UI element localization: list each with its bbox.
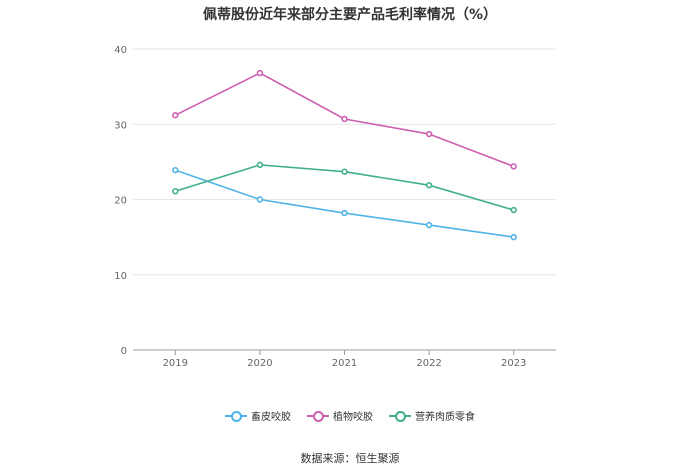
data-point-1-2021[interactable] — [341, 209, 348, 217]
series-line-1 — [175, 169, 514, 238]
legend-swatch-icon — [389, 410, 411, 422]
y-tick-label: 30 — [114, 120, 127, 131]
data-point-3-2020[interactable] — [256, 161, 264, 169]
data-point-1-2023[interactable] — [510, 233, 517, 241]
data-source: 数据来源：恒生聚源 — [300, 452, 400, 465]
y-tick-label: 10 — [114, 271, 127, 282]
x-tick-label-2022: 2022 — [416, 358, 441, 369]
data-point-2-2023[interactable] — [510, 163, 517, 170]
data-point-3-2023[interactable] — [510, 206, 517, 214]
data-point-3-2019[interactable] — [172, 188, 179, 195]
data-point-1-2019[interactable] — [172, 166, 179, 174]
x-tick-label-2023: 2023 — [501, 358, 526, 369]
x-tick-label-2021: 2021 — [332, 358, 357, 369]
grid-layer — [133, 48, 556, 276]
series-layer — [172, 69, 517, 241]
legend-swatch-icon — [307, 410, 329, 422]
chart-title: 佩蒂股份近年来部分主要产品毛利率情况（%） — [202, 7, 498, 23]
data-point-1-2022[interactable] — [425, 221, 433, 229]
legend-item-1[interactable]: 畜皮咬胶 — [225, 408, 291, 423]
data-point-2-2019[interactable] — [172, 112, 179, 119]
data-point-1-2020[interactable] — [256, 196, 264, 203]
legend-label: 畜皮咬胶 — [251, 412, 291, 423]
data-point-3-2022[interactable] — [425, 182, 433, 189]
legend-item-3[interactable]: 营养肉质零食 — [389, 408, 475, 423]
axis-layer: 0 10 20 30 40 2019 2020 2021 2022 2023 — [114, 45, 556, 369]
legend-item-2[interactable]: 植物咬胶 — [307, 408, 373, 423]
x-tick-label-2020: 2020 — [247, 358, 272, 369]
x-tick-label-2019: 2019 — [163, 358, 188, 369]
y-tick-label: 0 — [121, 346, 127, 357]
legend-label: 植物咬胶 — [333, 412, 373, 423]
y-tick-label: 40 — [114, 45, 127, 56]
legend-label: 营养肉质零食 — [415, 412, 475, 423]
y-tick-label: 20 — [114, 196, 127, 207]
data-point-2-2021[interactable] — [341, 115, 348, 123]
legend: 畜皮咬胶 植物咬胶 营养肉质零食 — [0, 408, 700, 423]
data-point-3-2021[interactable] — [341, 168, 348, 175]
data-point-2-2020[interactable] — [256, 69, 264, 77]
data-point-2-2022[interactable] — [425, 130, 433, 138]
legend-swatch-icon — [225, 410, 247, 422]
